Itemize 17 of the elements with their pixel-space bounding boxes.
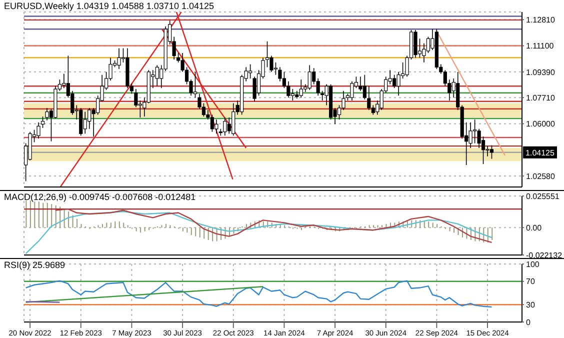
y-tick-label: 1.06000 bbox=[526, 120, 556, 129]
y-tick-label: -0.022132 bbox=[526, 250, 563, 260]
y-tick-label: 30 bbox=[526, 300, 536, 310]
y-tick-label: 100 bbox=[526, 260, 540, 269]
y-tick-label: 1.07710 bbox=[526, 93, 556, 102]
y-tick-label: 1.11100 bbox=[526, 42, 554, 51]
chart-title: EURUSD,Weekly 1.04319 1.04588 1.03710 1.04125 bbox=[4, 1, 214, 11]
ref-line-label: 1.04125 bbox=[526, 148, 556, 158]
y-tick-label: 0 bbox=[526, 318, 531, 327]
y-tick-label: 1.09390 bbox=[526, 68, 556, 77]
y-tick-label: 1.02580 bbox=[526, 172, 556, 181]
y-tick-label: 70 bbox=[526, 277, 536, 286]
y-tick-label: 0.025551 bbox=[526, 192, 560, 201]
chart-title: MACD(12,26,9) -0.009745 -0.007608 -0.012481 bbox=[4, 192, 196, 202]
y-tick-label: 1.12810 bbox=[526, 15, 556, 24]
chart-title: RSI(9) 25.9689 bbox=[4, 260, 66, 270]
y-tick-label: 0.00 bbox=[526, 223, 542, 232]
